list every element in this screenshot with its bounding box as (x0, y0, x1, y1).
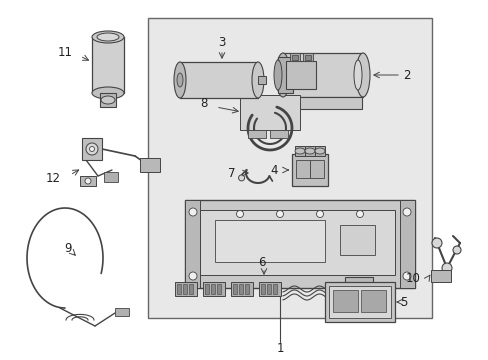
Bar (269, 130, 287, 138)
Ellipse shape (355, 53, 369, 97)
Bar (295, 160, 309, 178)
Text: 8: 8 (200, 96, 207, 109)
Bar (92, 37, 124, 93)
Circle shape (236, 211, 243, 217)
Circle shape (316, 211, 323, 217)
Bar (325, 282, 394, 322)
Bar (339, 225, 374, 255)
Ellipse shape (177, 73, 183, 87)
Ellipse shape (92, 31, 124, 43)
Bar (430, 270, 450, 282)
Bar (232, 284, 237, 294)
Ellipse shape (251, 62, 264, 98)
Ellipse shape (174, 62, 185, 98)
Bar (280, 97, 361, 109)
Bar (203, 282, 224, 296)
Text: 7: 7 (227, 166, 235, 180)
Bar (175, 282, 197, 296)
Bar (183, 284, 186, 294)
Bar (309, 160, 324, 178)
Bar (80, 176, 96, 186)
Bar (278, 57, 292, 93)
Circle shape (356, 211, 363, 217)
Ellipse shape (314, 148, 325, 154)
Bar (294, 146, 305, 156)
Bar (258, 76, 265, 84)
Bar (217, 284, 221, 294)
Bar (283, 53, 362, 97)
Bar (204, 284, 208, 294)
Text: 2: 2 (402, 68, 409, 81)
Ellipse shape (353, 60, 361, 90)
Bar (180, 62, 258, 98)
Circle shape (276, 211, 283, 217)
Text: 9: 9 (64, 242, 71, 255)
Circle shape (89, 147, 94, 152)
Ellipse shape (305, 148, 314, 154)
Bar (184, 200, 414, 288)
Bar (189, 284, 193, 294)
Text: 11: 11 (58, 45, 73, 59)
Bar (259, 282, 281, 296)
Bar (261, 284, 264, 294)
Bar (140, 158, 160, 172)
Bar (247, 130, 265, 138)
Bar (314, 146, 325, 156)
Circle shape (431, 238, 441, 248)
Ellipse shape (275, 53, 289, 97)
Circle shape (189, 208, 197, 216)
Ellipse shape (97, 33, 119, 41)
Bar (303, 53, 312, 61)
Circle shape (85, 178, 91, 184)
Bar (215, 220, 325, 262)
Bar (305, 55, 310, 60)
Ellipse shape (92, 87, 124, 99)
Bar (240, 95, 299, 130)
Ellipse shape (101, 96, 115, 104)
Text: 4: 4 (269, 163, 277, 176)
Circle shape (86, 143, 98, 155)
Bar (289, 53, 299, 61)
Bar (291, 154, 327, 186)
Circle shape (402, 272, 410, 280)
Bar (345, 277, 372, 307)
Circle shape (441, 263, 451, 273)
Text: 3: 3 (218, 36, 225, 49)
Bar (230, 282, 252, 296)
Ellipse shape (273, 60, 282, 90)
Ellipse shape (294, 148, 305, 154)
Bar (82, 138, 102, 160)
Circle shape (452, 246, 460, 254)
Circle shape (189, 272, 197, 280)
Bar (328, 286, 390, 318)
Bar (148, 18, 431, 318)
Text: 5: 5 (399, 296, 407, 309)
Text: 6: 6 (258, 256, 265, 269)
Text: 12: 12 (46, 171, 61, 185)
Bar (291, 55, 297, 60)
Text: 1: 1 (276, 342, 283, 355)
Bar (305, 146, 314, 156)
Bar (100, 93, 116, 107)
Circle shape (238, 175, 244, 181)
Bar (184, 200, 200, 288)
Bar (115, 308, 129, 316)
Bar (200, 210, 394, 275)
Bar (244, 284, 248, 294)
Text: 10: 10 (405, 271, 420, 284)
Bar (399, 200, 414, 288)
Bar (210, 284, 215, 294)
Circle shape (402, 208, 410, 216)
Bar (332, 290, 357, 312)
Bar (104, 172, 118, 182)
Bar (285, 61, 315, 89)
Bar (360, 290, 385, 312)
Bar (266, 284, 270, 294)
Bar (239, 284, 243, 294)
Bar (177, 284, 181, 294)
Bar (272, 284, 276, 294)
